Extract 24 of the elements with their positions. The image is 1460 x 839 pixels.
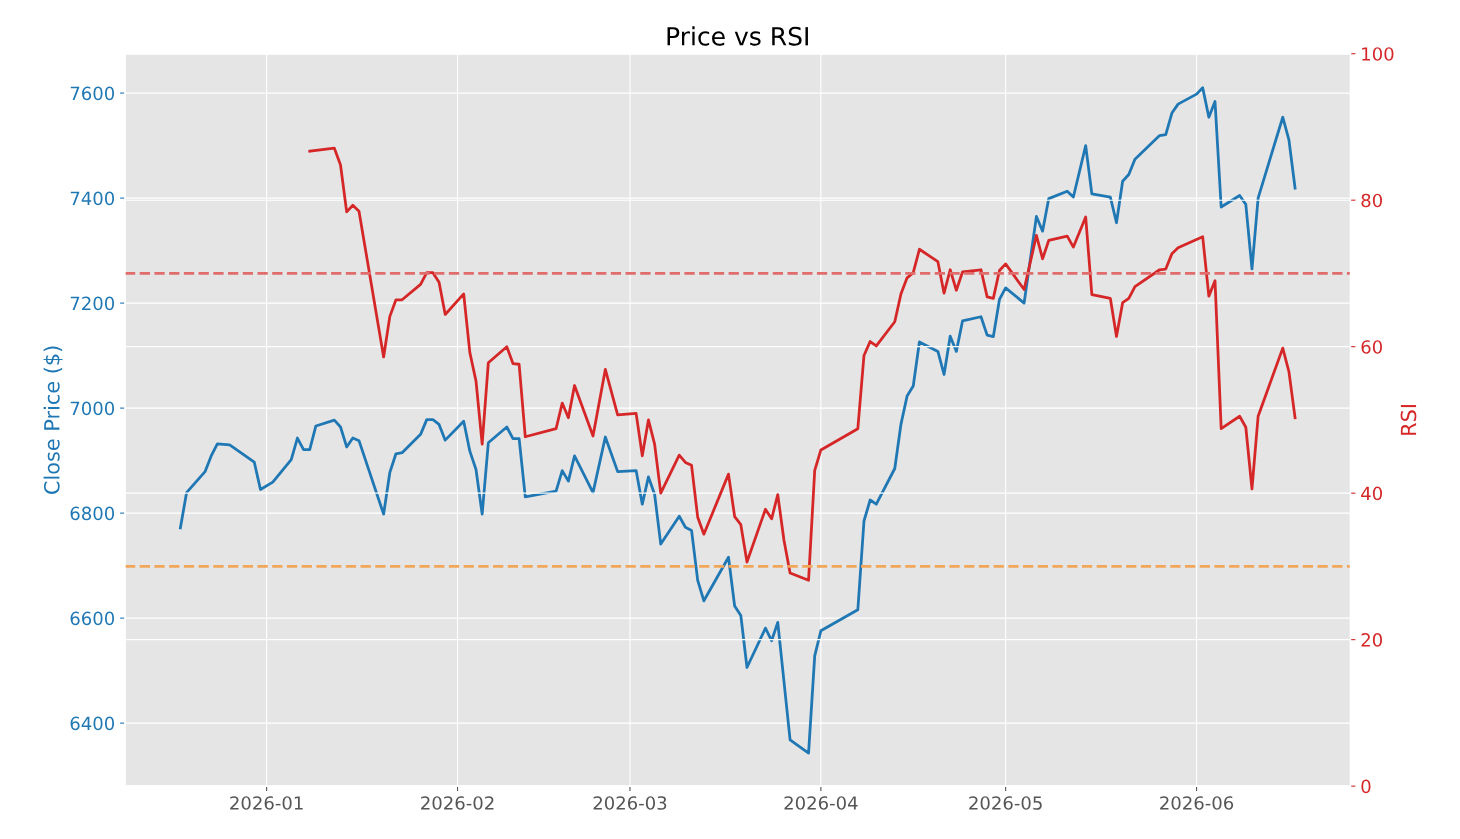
- x-tick-label: 2026-06: [1160, 796, 1234, 810]
- x-tick-label: 2026-01: [230, 796, 303, 810]
- y-axis-title: Close Price ($): [43, 346, 63, 494]
- y-tick-label: 7000: [70, 401, 115, 416]
- line-series: [308, 146, 1297, 582]
- y-tick-label: 6400: [70, 716, 115, 731]
- x-tick-label: 2026-02: [421, 796, 494, 810]
- line-series: [179, 86, 1297, 755]
- x-tick-label: 2026-03: [593, 796, 667, 810]
- chart-title: Price vs RSI: [667, 26, 808, 46]
- y2-axis-title: RSI: [1400, 405, 1417, 435]
- y-tick-label: 7200: [70, 296, 115, 311]
- y2-tick-label: 100: [1362, 47, 1394, 61]
- y-tick-label: 7600: [70, 86, 115, 101]
- y-tick-label: 6800: [70, 506, 115, 521]
- x-tick-label: 2026-04: [784, 796, 858, 810]
- y2-tick-label: 60: [1361, 340, 1382, 354]
- y2-tick-label: 0: [1361, 779, 1371, 794]
- y2-tick-label: 20: [1361, 633, 1382, 647]
- y-tick-label: 7400: [70, 191, 115, 206]
- y2-tick-label: 80: [1361, 193, 1382, 208]
- y-tick-label: 6600: [70, 611, 115, 626]
- y2-tick-label: 40: [1361, 486, 1382, 501]
- x-tick-label: 2026-05: [969, 796, 1042, 810]
